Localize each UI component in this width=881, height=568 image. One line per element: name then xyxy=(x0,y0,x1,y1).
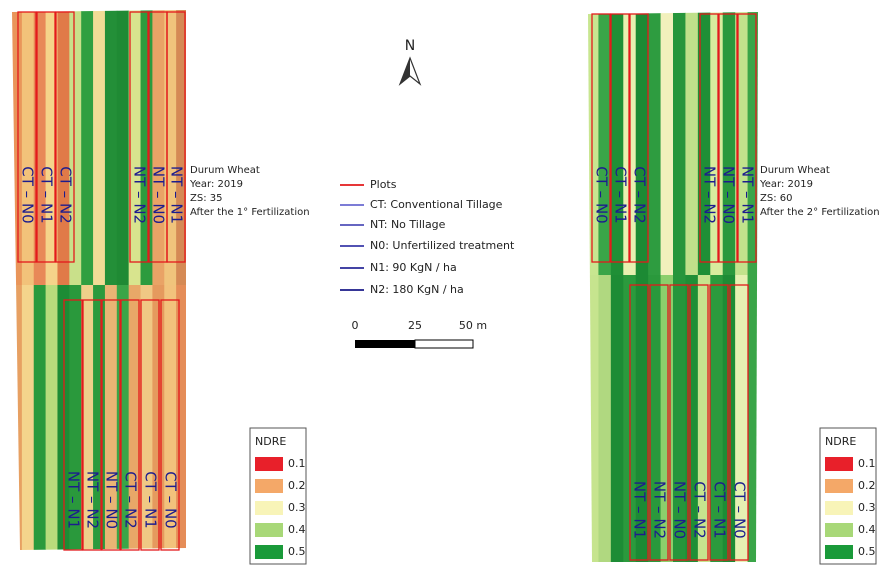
ndre-swatch xyxy=(255,501,283,515)
field-stripe xyxy=(748,0,761,275)
plot-label: NT – N1 xyxy=(739,166,757,224)
north-label: N xyxy=(405,38,415,54)
plot-label: NT – N2 xyxy=(131,166,149,224)
ndre-class-label: 0.2 xyxy=(858,479,876,492)
ndre-swatch xyxy=(255,457,283,471)
figure: N Durum Wheat Year: 2019 ZS: 35 After the 1… xyxy=(0,0,881,568)
ndre-class-label: 0.2 xyxy=(288,479,306,492)
ndre-swatch xyxy=(825,501,853,515)
field-stripe xyxy=(176,0,188,285)
ndre-class-label: 0.1 xyxy=(858,457,876,470)
field-stripe xyxy=(34,285,46,560)
annotation: After the 2° Fertilization xyxy=(760,207,880,218)
annotation: After the 1° Fertilization xyxy=(190,207,310,218)
ndre-swatch xyxy=(825,523,853,537)
ndre-swatch xyxy=(255,523,283,537)
annotation: Durum Wheat xyxy=(190,165,260,176)
plot-label: NT – N2 xyxy=(701,166,719,224)
field-stripe xyxy=(57,0,69,285)
plot-label: CT – N2 xyxy=(691,481,709,538)
ndre-swatch xyxy=(255,545,283,559)
ndre-class-label: 0.5 xyxy=(858,545,876,558)
plot-label: CT – N1 xyxy=(612,166,630,223)
field-stripe xyxy=(636,0,649,275)
field-stripe xyxy=(611,0,624,275)
annotation: Year: 2019 xyxy=(189,179,243,190)
plot-label: CT – N1 xyxy=(142,471,160,528)
field-stripe xyxy=(748,275,761,568)
legend-label: NT: No Tillage xyxy=(370,218,446,231)
annotation: ZS: 60 xyxy=(760,193,792,204)
field-stripe xyxy=(152,0,164,285)
ndre-class-label: 0.5 xyxy=(288,545,306,558)
legend-label: Plots xyxy=(370,178,397,191)
ndre-legend-title: NDRE xyxy=(825,435,856,448)
field-stripe xyxy=(69,0,81,285)
plot-label: CT – N1 xyxy=(38,166,56,223)
field-stripe xyxy=(710,0,723,275)
ndre-swatch xyxy=(255,479,283,493)
field-stripe xyxy=(648,0,661,275)
field-stripe xyxy=(723,0,736,275)
plot-label: NT – N2 xyxy=(84,471,102,529)
plot-label: NT – N0 xyxy=(671,481,689,539)
annotation: Durum Wheat xyxy=(760,165,830,176)
scale-label: 25 xyxy=(408,319,422,332)
ndre-class-label: 0.4 xyxy=(858,523,876,536)
scale-label: 50 m xyxy=(459,319,487,332)
plot-label: NT – N2 xyxy=(651,481,669,539)
plot-label: CT – N0 xyxy=(19,166,37,223)
ndre-swatch xyxy=(825,479,853,493)
scale-bar-white xyxy=(415,340,473,348)
field-stripe xyxy=(46,285,58,560)
ndre-legend-box xyxy=(820,428,876,564)
field-stripe xyxy=(598,275,611,568)
annotation: Year: 2019 xyxy=(759,179,813,190)
field-stripe xyxy=(10,285,22,560)
field-stripe xyxy=(105,0,117,285)
plot-label: CT – N1 xyxy=(711,481,729,538)
legend-label: N2: 180 KgN / ha xyxy=(370,283,464,296)
ndre-swatch xyxy=(825,545,853,559)
plot-label: CT – N2 xyxy=(122,471,140,528)
ndre-class-label: 0.4 xyxy=(288,523,306,536)
field-stripe xyxy=(93,0,105,285)
plot-label: NT – N0 xyxy=(720,166,738,224)
legend-label: N1: 90 KgN / ha xyxy=(370,261,457,274)
legend-label: CT: Conventional Tillage xyxy=(370,198,503,211)
plot-label: NT – N1 xyxy=(631,481,649,539)
field-stripe xyxy=(164,0,176,285)
field-stripe xyxy=(81,0,93,285)
field-stripe xyxy=(117,0,129,285)
field-stripe xyxy=(611,275,624,568)
plot-label: NT – N0 xyxy=(103,471,121,529)
field-stripe xyxy=(673,0,686,275)
plot-label: NT – N1 xyxy=(65,471,83,529)
legend-label: N0: Unfertilized treatment xyxy=(370,239,515,252)
ndre-swatch xyxy=(825,457,853,471)
annotation: ZS: 35 xyxy=(190,193,222,204)
plot-label: CT – N0 xyxy=(731,481,749,538)
plot-label: CT – N2 xyxy=(631,166,649,223)
plot-label: NT – N1 xyxy=(168,166,186,224)
ndre-class-label: 0.1 xyxy=(288,457,306,470)
field-stripe xyxy=(22,285,34,560)
scale-label: 0 xyxy=(352,319,359,332)
plot-label: CT – N0 xyxy=(593,166,611,223)
plot-label: NT – N0 xyxy=(150,166,168,224)
field-stripe xyxy=(141,0,153,285)
plot-label: CT – N2 xyxy=(57,166,75,223)
ndre-legend-title: NDRE xyxy=(255,435,286,448)
field-stripe xyxy=(685,0,698,275)
ndre-class-label: 0.3 xyxy=(288,501,306,514)
field-stripe xyxy=(586,275,599,568)
field-stripe xyxy=(661,0,674,275)
ndre-class-label: 0.3 xyxy=(858,501,876,514)
scale-bar-black xyxy=(355,340,415,348)
field-stripe xyxy=(10,0,22,285)
field-stripe xyxy=(22,0,34,285)
ndre-legend-box xyxy=(250,428,306,564)
plot-label: CT – N0 xyxy=(162,471,180,528)
